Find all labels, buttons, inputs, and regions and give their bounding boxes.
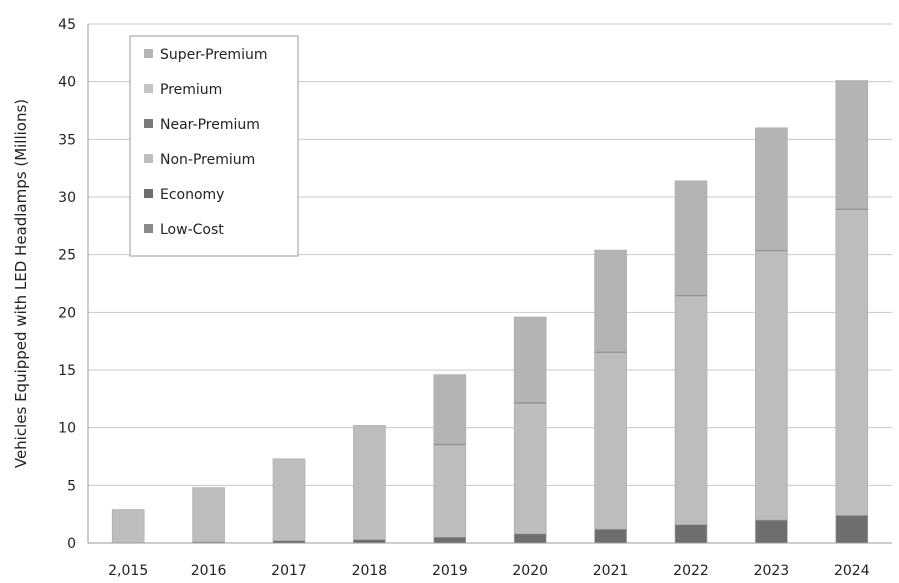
legend-label: Economy: [160, 187, 224, 203]
legend-label: Low-Cost: [160, 222, 224, 238]
bar-segment-non-premium: [192, 487, 225, 543]
y-tick-label: 20: [58, 305, 76, 321]
legend-swatch: [144, 189, 153, 198]
x-tick-label: 2024: [834, 563, 870, 579]
legend-swatch: [144, 119, 153, 128]
legend: Super-Premium Premium Near-Premium Non-Prem…: [129, 35, 299, 257]
bar-segment-economy: [835, 515, 869, 544]
bar-segment-non-premium: [835, 209, 869, 516]
bar-segment-non-premium: [594, 352, 627, 530]
legend-swatch: [144, 49, 153, 58]
bar-segment-super-premium: [755, 127, 788, 251]
y-tick-label: 0: [67, 536, 76, 552]
y-axis-title: Vehicles Equipped with LED Headlamps (Mi…: [12, 99, 30, 468]
bar-segment-non-premium: [513, 403, 547, 535]
legend-box: [129, 35, 299, 257]
y-tick-label: 35: [58, 132, 76, 148]
x-tick-label: 2017: [271, 563, 307, 579]
y-tick-label: 45: [58, 17, 76, 33]
y-tick-label: 25: [58, 248, 76, 264]
bar-segment-non-premium: [755, 250, 788, 521]
y-tick-label: 30: [58, 190, 76, 206]
bar-segment-non-premium: [433, 444, 467, 538]
bar-segment-super-premium: [594, 249, 627, 352]
bar-segment-non-premium: [111, 509, 145, 544]
legend-label: Premium: [160, 82, 222, 98]
y-tick-label: 15: [58, 363, 76, 379]
x-tick-label: 2022: [673, 563, 709, 579]
axes: 0 5 10 15 20 25 30 35 40 45 2,015 2016 2017 2018 2019 2…: [58, 17, 892, 579]
bar-segment-economy: [674, 524, 708, 544]
bar-segment-non-premium: [272, 458, 306, 541]
bars: [111, 80, 869, 544]
legend-label: Super-Premium: [160, 47, 267, 63]
bar-segment-economy: [594, 528, 627, 544]
x-tick-label: 2021: [593, 563, 629, 579]
legend-swatch: [144, 84, 153, 93]
bar-segment-non-premium: [353, 425, 386, 540]
legend-label: Non-Premium: [160, 152, 255, 168]
bar-segment-economy: [755, 519, 788, 544]
x-tick-label: 2016: [191, 563, 227, 579]
bar-segment-non-premium: [674, 295, 708, 525]
x-tick-label: 2018: [352, 563, 388, 579]
x-tick-label: 2,015: [108, 563, 148, 579]
bar-segment-economy: [353, 539, 386, 544]
bar-segment-super-premium: [674, 180, 708, 296]
y-tick-label: 10: [58, 421, 76, 437]
bar-segment-economy: [433, 536, 467, 544]
legend-swatch: [144, 224, 153, 233]
bar-segment-economy: [513, 533, 547, 544]
x-tick-label: 2019: [432, 563, 468, 579]
legend-swatch: [144, 154, 153, 163]
legend-label: Near-Premium: [160, 117, 260, 133]
y-tick-label: 40: [58, 75, 76, 91]
y-tick-label: 5: [67, 478, 76, 494]
bar-segment-super-premium: [513, 316, 547, 403]
bar-segment-super-premium: [835, 80, 869, 209]
bar-segment-super-premium: [433, 374, 467, 445]
x-tick-label: 2023: [754, 563, 790, 579]
x-tick-label: 2020: [512, 563, 548, 579]
